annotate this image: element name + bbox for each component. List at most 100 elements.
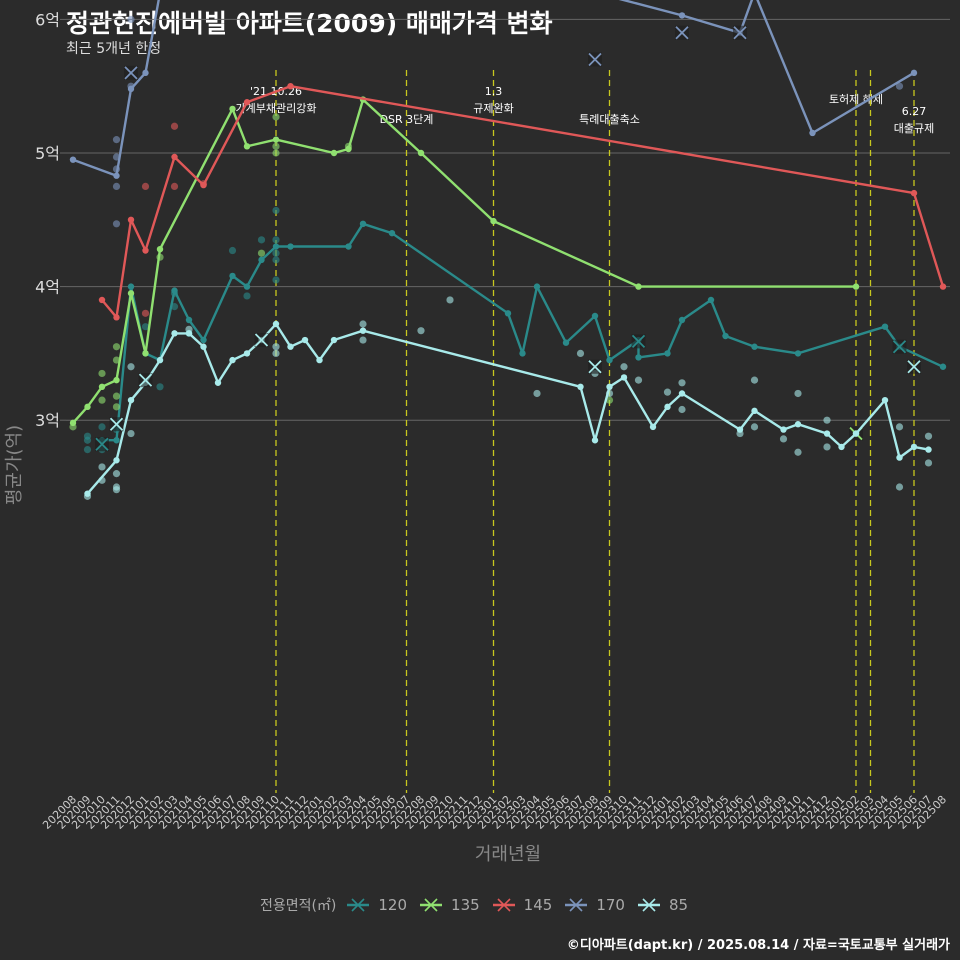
x-axis-label: 거래년월 <box>475 844 541 865</box>
line-point <box>345 243 352 250</box>
line-point <box>98 383 106 390</box>
event-label: 가계부채관리강화 <box>236 102 317 115</box>
line-point <box>287 343 294 350</box>
data-point <box>112 392 121 400</box>
legend-swatch <box>420 898 443 912</box>
data-point <box>605 396 614 404</box>
line-point <box>113 437 120 444</box>
data-point <box>112 220 121 228</box>
event-label: 6.27 <box>902 105 927 118</box>
line-point <box>142 247 149 254</box>
data-point <box>272 276 280 284</box>
line-point <box>606 356 613 364</box>
data-point <box>620 363 628 371</box>
line-point <box>736 426 744 433</box>
line-point <box>84 490 91 497</box>
data-point <box>446 296 454 304</box>
line-point <box>562 339 570 346</box>
legend-title: 전용면적(㎡) <box>259 898 337 914</box>
legend-item-135: 135 <box>419 896 480 914</box>
data-point <box>272 206 280 215</box>
cross-marker <box>675 26 689 40</box>
chart-subtitle: 최근 5개년 한정 <box>66 41 162 57</box>
cross-marker <box>138 373 153 387</box>
legend-item-170: 170 <box>564 896 625 914</box>
data-point <box>98 463 106 471</box>
source-footer: ©디아파트(dapt.kr) / 2025.08.14 / 자료=국토교통부 실… <box>566 938 950 953</box>
y-tick-label: 3억 <box>35 411 60 430</box>
line-point <box>113 376 120 384</box>
legend-label: 135 <box>451 896 480 914</box>
data-point <box>127 15 135 23</box>
line-point <box>794 350 802 357</box>
cross-marker <box>907 360 921 374</box>
line-point <box>910 189 918 197</box>
line-point <box>751 407 758 415</box>
data-point <box>895 423 904 431</box>
line-point <box>113 172 120 179</box>
data-point <box>141 182 150 190</box>
data-point <box>98 369 106 378</box>
line-point <box>200 343 207 350</box>
data-point <box>895 82 904 90</box>
event-label: 대출규제 <box>894 122 934 135</box>
event-label: 1.3 <box>485 85 503 98</box>
line-point <box>722 332 729 340</box>
line-point <box>577 383 584 390</box>
line-point <box>229 105 236 113</box>
line-point <box>881 396 889 404</box>
line-point <box>316 356 323 364</box>
line-point <box>200 336 207 344</box>
cross-marker <box>588 52 602 67</box>
line-point <box>243 283 251 290</box>
line-point <box>823 430 831 437</box>
line-point <box>359 220 367 228</box>
line-point <box>678 12 686 19</box>
data-point <box>272 249 280 257</box>
line-point <box>171 287 178 294</box>
line-point <box>809 129 816 137</box>
data-point <box>663 388 672 396</box>
cross-marker <box>254 333 269 347</box>
line-point <box>142 69 149 77</box>
line-point <box>156 356 164 364</box>
line-point <box>591 312 599 320</box>
data-point <box>634 376 643 384</box>
data-point <box>359 336 367 344</box>
line-point <box>591 437 599 444</box>
data-point <box>141 309 150 317</box>
data-point <box>272 349 280 357</box>
line-point <box>852 283 860 290</box>
data-point <box>272 256 280 264</box>
line-point <box>84 403 91 411</box>
line-point <box>127 216 135 223</box>
data-point <box>112 343 121 351</box>
series-135 <box>69 96 863 441</box>
data-point <box>228 246 237 255</box>
line-point <box>910 69 918 77</box>
line-point <box>635 283 642 290</box>
data-point <box>112 356 121 364</box>
cross-marker <box>124 66 138 80</box>
data-point <box>257 249 266 257</box>
line-point <box>243 99 251 106</box>
event-label: 규제완화 <box>473 102 513 115</box>
line-point <box>272 320 280 328</box>
line-point <box>272 136 280 143</box>
line-point <box>707 296 715 304</box>
line-point <box>345 145 352 153</box>
data-point <box>823 443 831 451</box>
line-point <box>388 229 396 237</box>
data-point <box>112 470 121 478</box>
data-point <box>823 416 831 424</box>
line-point <box>330 336 338 344</box>
grid-lines <box>66 18 950 421</box>
series-145 <box>98 83 947 321</box>
line-point <box>229 272 236 280</box>
series-group <box>69 0 947 500</box>
line-point <box>185 330 193 337</box>
data-point <box>794 448 802 456</box>
line-point <box>185 316 193 324</box>
legend-item-145: 145 <box>492 896 552 914</box>
data-point <box>170 122 179 130</box>
